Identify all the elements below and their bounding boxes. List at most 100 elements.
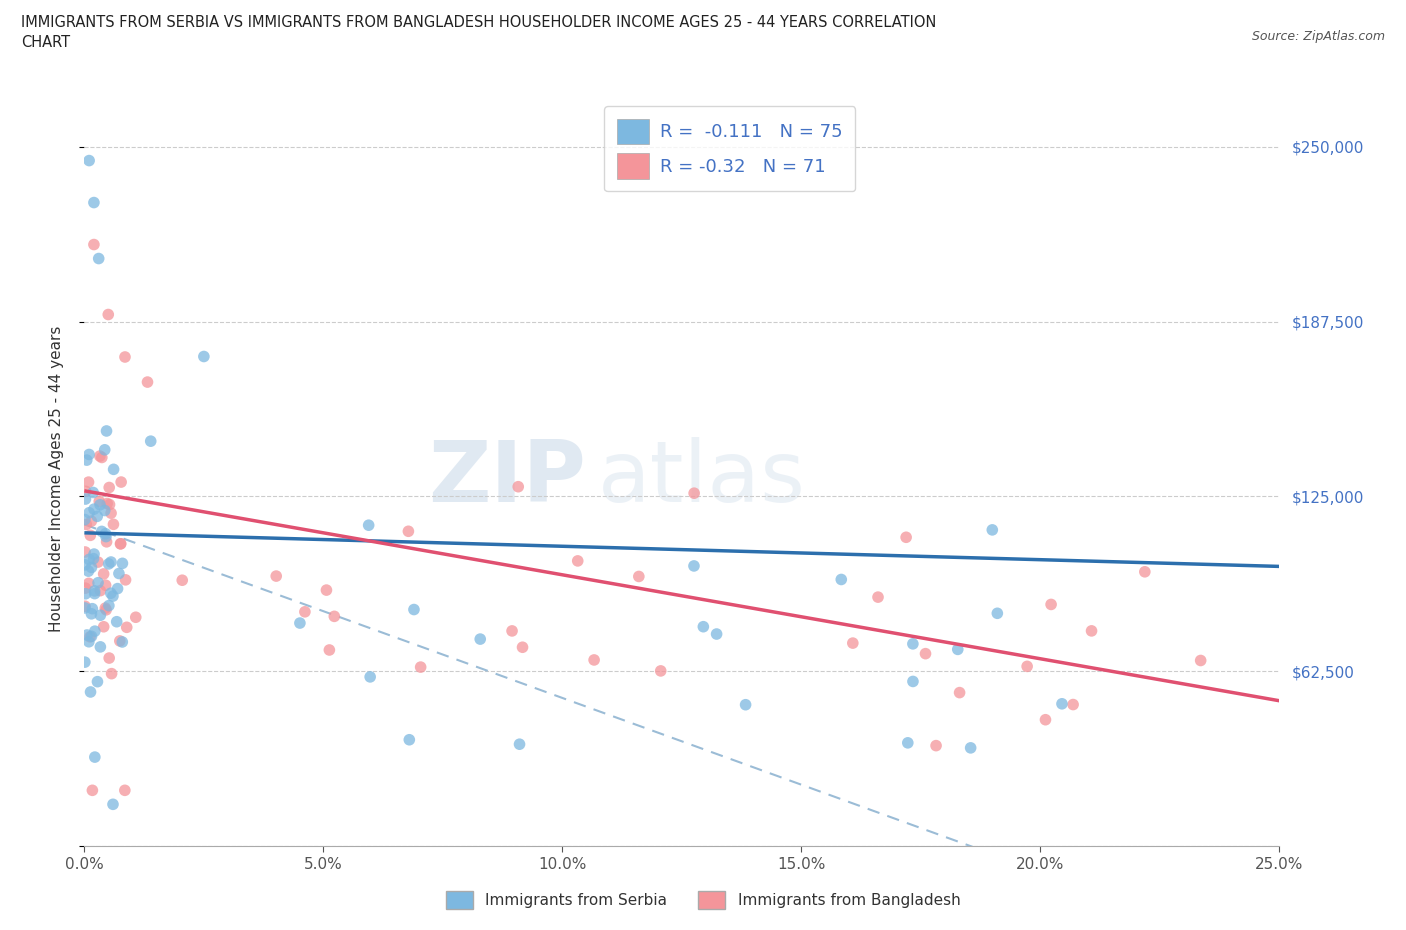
- Point: [87, 554, 110, 569]
- Text: IMMIGRANTS FROM SERBIA VS IMMIGRANTS FROM BANGLADESH HOUSEHOLDER INCOME AGES 25 : IMMIGRANTS FROM SERBIA VS IMMIGRANTS FRO…: [21, 15, 936, 30]
- Point: [866, 590, 889, 604]
- Point: [96, 603, 118, 618]
- Point: [115, 620, 138, 635]
- Point: [75, 586, 97, 601]
- Point: [77, 447, 100, 462]
- Point: [94, 601, 117, 616]
- Point: [89, 494, 111, 509]
- Point: [93, 503, 115, 518]
- Point: [396, 524, 419, 538]
- Point: [100, 666, 122, 681]
- Point: [83, 750, 105, 764]
- Point: [315, 583, 337, 598]
- Point: [110, 537, 132, 551]
- Point: [80, 606, 103, 621]
- Point: [683, 485, 706, 500]
- Point: [77, 634, 100, 649]
- Point: [103, 462, 125, 477]
- Point: [193, 349, 215, 364]
- Point: [97, 556, 120, 571]
- Point: [692, 619, 714, 634]
- Point: [77, 576, 100, 591]
- Point: [93, 443, 115, 458]
- Point: [1189, 653, 1212, 668]
- Point: [83, 237, 105, 252]
- Point: [75, 545, 97, 560]
- Point: [89, 448, 111, 463]
- Point: [509, 737, 531, 751]
- Point: [948, 685, 970, 700]
- Point: [94, 578, 117, 592]
- Point: [73, 557, 96, 572]
- Point: [83, 624, 105, 639]
- Point: [96, 496, 118, 511]
- Text: ZIP: ZIP: [429, 437, 586, 521]
- Point: [98, 651, 121, 666]
- Point: [75, 484, 97, 498]
- Point: [359, 670, 381, 684]
- Point: [501, 623, 523, 638]
- Point: [103, 517, 125, 532]
- Point: [1017, 659, 1039, 674]
- Point: [125, 610, 148, 625]
- Point: [402, 602, 425, 617]
- Point: [75, 599, 97, 614]
- Point: [114, 783, 136, 798]
- Point: [97, 307, 120, 322]
- Point: [583, 653, 606, 668]
- Point: [1040, 597, 1063, 612]
- Point: [110, 474, 132, 489]
- Point: [89, 608, 111, 623]
- Point: [79, 630, 101, 644]
- Point: [627, 569, 650, 584]
- Point: [914, 646, 936, 661]
- Point: [82, 602, 104, 617]
- Point: [96, 535, 118, 550]
- Point: [94, 529, 117, 544]
- Point: [108, 633, 131, 648]
- Point: [79, 528, 101, 543]
- Point: [89, 583, 111, 598]
- Point: [90, 524, 112, 538]
- Point: [901, 636, 924, 651]
- Point: [82, 485, 104, 500]
- Point: [409, 659, 432, 674]
- Point: [83, 586, 105, 601]
- Point: [89, 640, 111, 655]
- Point: [114, 573, 136, 588]
- Point: [96, 423, 118, 438]
- Point: [288, 616, 311, 631]
- Point: [111, 556, 134, 571]
- Point: [80, 629, 103, 644]
- Point: [77, 564, 100, 578]
- Point: [101, 797, 124, 812]
- Point: [82, 783, 104, 798]
- Point: [73, 601, 96, 616]
- Point: [734, 698, 756, 712]
- Point: [100, 586, 122, 601]
- Point: [87, 251, 110, 266]
- Point: [73, 512, 96, 527]
- Point: [83, 583, 105, 598]
- Point: [323, 609, 346, 624]
- Point: [172, 573, 194, 588]
- Point: [264, 568, 287, 583]
- Point: [894, 530, 917, 545]
- Point: [89, 498, 111, 512]
- Point: [82, 551, 104, 566]
- Point: [94, 526, 117, 541]
- Point: [87, 576, 110, 591]
- Point: [294, 604, 316, 619]
- Point: [75, 580, 97, 595]
- Point: [114, 350, 136, 365]
- Point: [75, 492, 97, 507]
- Point: [77, 505, 100, 520]
- Point: [101, 589, 124, 604]
- Point: [79, 684, 101, 699]
- Point: [100, 554, 122, 569]
- Point: [357, 518, 380, 533]
- Point: [90, 450, 112, 465]
- Point: [986, 605, 1008, 620]
- Point: [139, 433, 162, 448]
- Point: [1062, 698, 1084, 712]
